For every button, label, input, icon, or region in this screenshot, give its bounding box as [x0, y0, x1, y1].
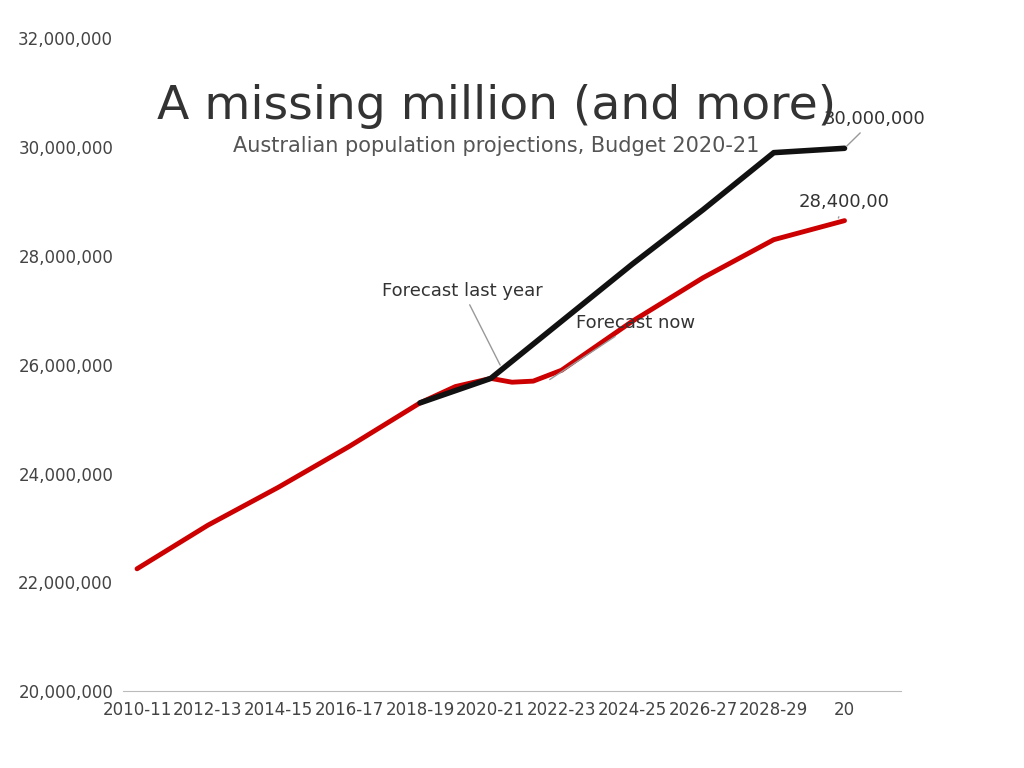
- Text: 30,000,000: 30,000,000: [823, 110, 925, 147]
- Text: Forecast last year: Forecast last year: [382, 282, 543, 365]
- Text: 28,400,00: 28,400,00: [799, 194, 890, 218]
- Text: Australian population projections, Budget 2020-21: Australian population projections, Budge…: [233, 137, 760, 157]
- Text: A missing million (and more): A missing million (and more): [157, 84, 836, 129]
- Text: Forecast now: Forecast now: [550, 314, 695, 379]
